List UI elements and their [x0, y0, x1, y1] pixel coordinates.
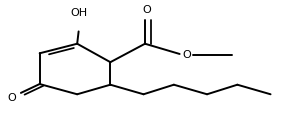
Text: O: O — [8, 93, 17, 103]
Text: O: O — [142, 5, 151, 15]
Text: OH: OH — [70, 8, 87, 18]
Text: O: O — [182, 50, 191, 60]
